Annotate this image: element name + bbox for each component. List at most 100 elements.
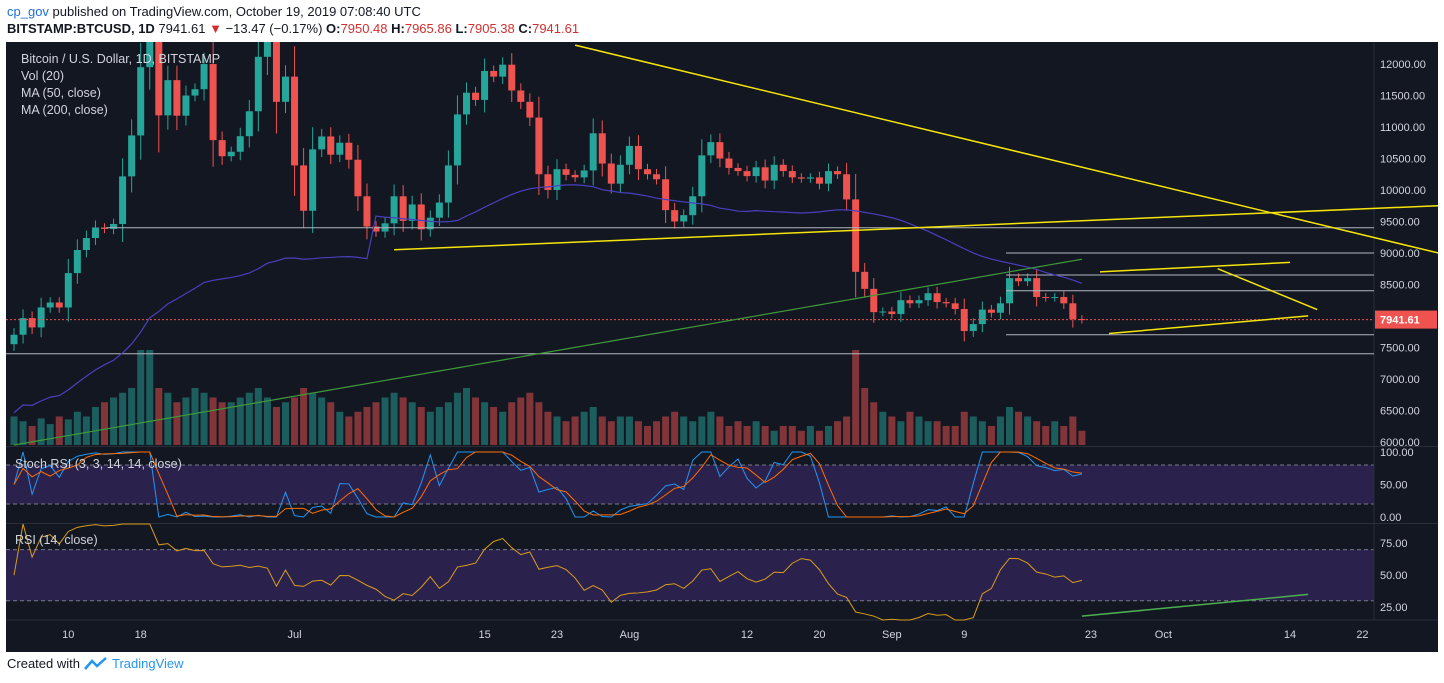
volume-bar [263,397,271,445]
open-label: O: [326,21,341,36]
volume-bar [381,397,389,445]
volume-bar [580,411,588,445]
volume-bar [499,411,507,445]
candle-body [933,293,941,303]
price-axis-label: 7500.00 [1380,342,1420,354]
candle-body [861,271,869,289]
candle-body [888,311,896,315]
author-link[interactable]: cp_gov [7,4,49,19]
candle-body [834,171,842,175]
candle-body [544,174,552,190]
price-axis-label: 6500.00 [1380,405,1420,417]
trendline [574,44,1439,254]
candle-body [399,196,407,221]
volume-bar [825,426,832,445]
candle-body [218,140,226,157]
time-axis-label: 14 [1284,629,1296,641]
candle-body [155,4,163,116]
volume-bar [254,388,262,445]
volume-bar [960,411,968,445]
volume-bar [28,426,36,445]
volume-bar [481,402,489,445]
volume-bar [1069,416,1077,445]
published-text: published on TradingView.com, October 19… [52,4,421,19]
rsi-band [6,549,1374,601]
stoch-band [6,465,1374,504]
candle-body [463,92,470,115]
volume-bar [164,392,172,445]
volume-bar [10,416,18,445]
volume-bar [101,402,108,445]
candle-body [444,165,452,203]
candle-body [1033,278,1041,298]
price-axis-label: 6000.00 [1380,437,1420,449]
candle-body [318,136,326,150]
high-label: H: [391,21,405,36]
time-axis-label: 22 [1356,629,1368,641]
volume-bar [472,397,480,445]
candle-body [698,155,706,197]
candle-body [300,165,308,211]
candle-body [254,56,262,112]
volume-bar [743,426,751,445]
volume-bar [345,416,353,445]
candle-body [28,318,36,328]
trendline [1108,315,1309,335]
candle-body [644,169,651,175]
volume-bar [734,421,742,445]
candle-body [508,64,516,91]
volume-bar [1060,426,1068,445]
time-axis-label: 15 [478,629,490,641]
volume-bar [517,397,525,445]
time-axis-label: 10 [62,629,74,641]
candle-body [797,177,805,179]
rsi-axis-label: 75.00 [1380,538,1408,550]
volume-bar [508,402,516,445]
volume-bar [653,421,661,445]
volume-bar [453,392,461,445]
volume-bar [463,388,470,445]
rsi-axis-label: 50.00 [1380,570,1408,582]
last-price-tag [1375,310,1437,329]
candle-body [73,249,81,274]
chart-svg[interactable]: 12000.00 11500.00 11000.00 10500.00 10000.00… [6,0,1439,652]
candle-body [1069,303,1077,320]
volume-bar [843,416,851,445]
volume-bar [788,426,796,445]
candle-body [291,76,299,166]
high-value: 7965.86 [404,21,452,36]
volume-bar [119,392,127,445]
volume-bar [291,397,299,445]
volume-bar [37,418,45,445]
tradingview-brand-link[interactable]: TradingView [111,656,184,671]
candle-body [788,171,796,178]
volume-bar [888,416,896,445]
volume-bar [951,426,959,445]
price-axis-label: 7000.00 [1380,374,1420,386]
candle-body [825,171,832,184]
volume-bar [680,416,688,445]
candle-body [1051,297,1059,299]
candle-body [91,227,99,239]
candle-body [10,334,18,345]
volume-bar [399,397,407,445]
price-axis-label: 11500.00 [1380,91,1425,103]
candle-body [806,177,814,179]
candle-body [1042,297,1050,299]
candle-body [761,167,769,181]
volume-bar [209,397,217,445]
volume-bar [725,426,733,445]
pane-separator [6,446,1438,447]
candle-body [236,136,244,152]
volume-bar [761,426,769,445]
volume-bar [1033,421,1041,445]
candle-body [173,80,181,116]
candle-body [426,217,434,230]
stoch-axis-label: 50.00 [1380,480,1408,492]
legend-vol: Vol (20) [21,69,65,83]
volume-bar [426,411,434,445]
chart-area[interactable]: 12000.00 11500.00 11000.00 10500.00 10000.00… [6,0,1439,652]
candle-body [625,145,633,165]
volume-bar [770,430,778,445]
candle-body [19,318,27,335]
